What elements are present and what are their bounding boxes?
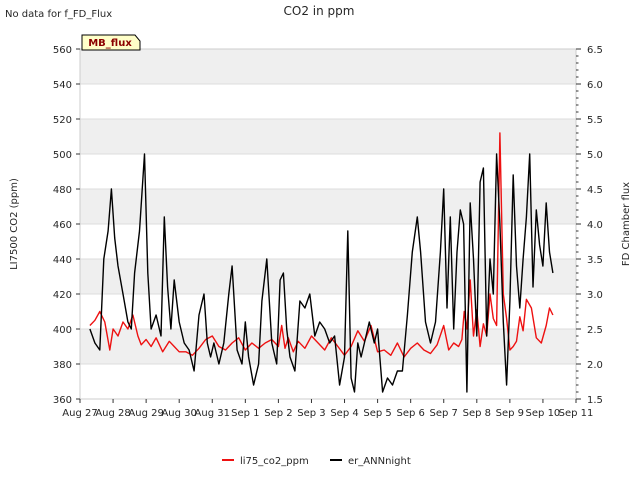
x-tick-label: Sep 7 bbox=[430, 408, 458, 419]
y-axis-label-right: FD Chamber flux bbox=[621, 182, 632, 266]
y-tick-label: 360 bbox=[53, 395, 72, 406]
y-tick-label-right: 2.5 bbox=[587, 325, 603, 336]
x-tick-label: Sep 8 bbox=[463, 408, 491, 419]
y-axis-label: LI7500 CO2 (ppm) bbox=[9, 178, 20, 270]
x-tick-label: Aug 29 bbox=[128, 408, 163, 419]
legend: li75_co2_ppm er_ANNnight bbox=[222, 456, 411, 467]
y-tick-label-right: 4.5 bbox=[587, 185, 603, 196]
y-tick-label: 480 bbox=[53, 185, 72, 196]
background-band bbox=[80, 49, 576, 84]
x-tick-label: Sep 2 bbox=[264, 408, 292, 419]
x-tick-label: Sep 3 bbox=[297, 408, 325, 419]
x-tick-label: Sep 5 bbox=[363, 408, 391, 419]
y-tick-label: 540 bbox=[53, 80, 72, 91]
y-axis-left: 360 380 400 420 440 460 480 500 520 540 560 bbox=[53, 45, 80, 406]
series-line-er_ANNnight bbox=[89, 153, 554, 393]
no-data-note: No data for f_FD_Flux bbox=[5, 9, 112, 20]
x-tick-label: Sep 10 bbox=[526, 408, 561, 419]
x-tick-label: Sep 4 bbox=[330, 408, 358, 419]
y-tick-label: 520 bbox=[53, 115, 72, 126]
y-tick-label: 500 bbox=[53, 150, 72, 161]
y-tick-label: 420 bbox=[53, 290, 72, 301]
y-tick-label-right: 2.0 bbox=[587, 360, 603, 371]
background-band bbox=[80, 189, 576, 224]
mb-flux-badge: MB_flux bbox=[81, 34, 141, 51]
y-tick-label-right: 4.0 bbox=[587, 220, 603, 231]
y-tick-label-right: 6.5 bbox=[587, 45, 603, 56]
y-tick-label-right: 3.5 bbox=[587, 255, 603, 266]
x-tick-label: Sep 6 bbox=[396, 408, 424, 419]
y-tick-label: 380 bbox=[53, 360, 72, 371]
x-tick-label: Sep 1 bbox=[231, 408, 259, 419]
x-tick-label: Aug 31 bbox=[195, 408, 230, 419]
chart-title: CO2 in ppm bbox=[284, 4, 355, 18]
legend-label: er_ANNnight bbox=[348, 456, 411, 467]
y-tick-label: 440 bbox=[53, 255, 72, 266]
y-tick-label: 400 bbox=[53, 325, 72, 336]
y-tick-label-right: 5.0 bbox=[587, 150, 603, 161]
x-tick-label: Sep 9 bbox=[496, 408, 524, 419]
y-tick-label-right: 5.5 bbox=[587, 115, 603, 126]
series-lines bbox=[89, 132, 554, 393]
x-tick-label: Aug 30 bbox=[161, 408, 196, 419]
x-tick-label: Aug 27 bbox=[62, 408, 97, 419]
x-tick-label: Sep 11 bbox=[559, 408, 594, 419]
y-tick-label-right: 6.0 bbox=[587, 80, 603, 91]
badge-box bbox=[81, 34, 141, 51]
x-tick-label: Aug 28 bbox=[95, 408, 130, 419]
y-axis-right: 1.5 2.0 2.5 3.0 3.5 4.0 4.5 5.0 5.5 6.0 6.5 bbox=[576, 45, 603, 406]
legend-label: li75_co2_ppm bbox=[240, 456, 309, 467]
background-band bbox=[80, 329, 576, 364]
y-tick-label: 460 bbox=[53, 220, 72, 231]
y-tick-label-right: 1.5 bbox=[587, 395, 603, 406]
badge-label: MB_flux bbox=[88, 38, 132, 49]
y-tick-label-right: 3.0 bbox=[587, 290, 603, 301]
background-band bbox=[80, 119, 576, 154]
y-tick-label: 560 bbox=[53, 45, 72, 56]
